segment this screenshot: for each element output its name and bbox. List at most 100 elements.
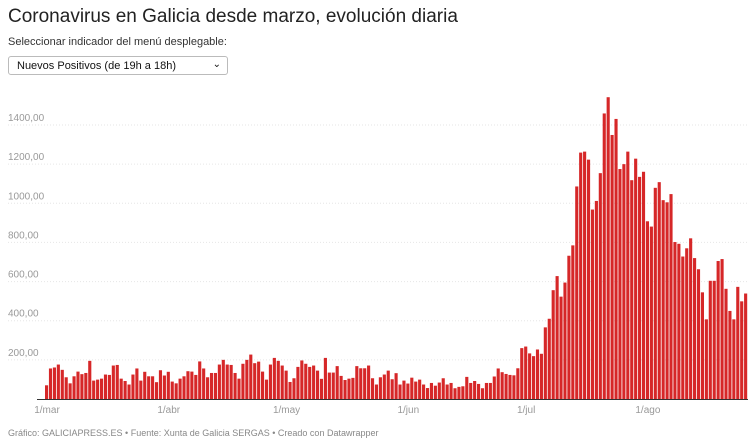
bar <box>99 378 104 399</box>
bar <box>292 378 296 399</box>
bar <box>339 375 343 399</box>
chart-footer: Gráfico: GALICIAPRESS.ES • Fuente: Xunta… <box>8 428 379 438</box>
bar <box>154 382 159 399</box>
bar <box>614 118 618 399</box>
bar <box>524 346 528 399</box>
bar <box>143 371 147 399</box>
bar <box>689 238 693 399</box>
chevron-down-icon: ⌄ <box>212 59 221 70</box>
bar <box>535 349 540 399</box>
bar <box>492 376 496 399</box>
bar <box>119 378 123 399</box>
bar <box>370 378 375 399</box>
bar <box>390 379 394 399</box>
bar <box>728 310 732 399</box>
bar <box>638 176 642 399</box>
bar <box>162 375 166 399</box>
bar <box>610 134 614 399</box>
bar <box>178 378 182 399</box>
bar <box>312 365 316 399</box>
bar <box>367 365 371 399</box>
bar <box>418 379 422 399</box>
bar <box>551 290 555 399</box>
bar <box>559 296 563 399</box>
bar <box>449 382 453 399</box>
bar <box>696 269 701 399</box>
x-tick-label: 1/may <box>273 405 300 416</box>
bar <box>68 383 72 399</box>
bar <box>484 382 488 399</box>
chart-title: Coronavirus en Galicia desde marzo, evol… <box>8 6 458 27</box>
bar <box>657 182 661 399</box>
bar <box>351 377 355 399</box>
bar <box>398 384 402 399</box>
bar <box>343 380 347 399</box>
y-tick-label: 200,00 <box>8 348 39 359</box>
bar <box>473 380 477 399</box>
bar <box>441 378 445 399</box>
bar <box>496 368 500 399</box>
bar <box>594 200 598 399</box>
bar <box>606 97 610 400</box>
bar <box>406 383 410 399</box>
bar <box>681 256 685 399</box>
bar <box>700 292 704 399</box>
x-tick-label: 1/ago <box>635 405 660 416</box>
bar <box>744 293 748 399</box>
bar <box>103 374 108 399</box>
bar <box>115 364 119 399</box>
bar <box>174 383 178 399</box>
bar <box>186 371 190 399</box>
bar <box>170 381 174 399</box>
bar <box>131 374 135 399</box>
bar <box>280 365 284 399</box>
bar <box>641 171 646 399</box>
bar <box>139 380 143 399</box>
bar <box>363 368 367 399</box>
bar <box>209 372 214 399</box>
x-tick-label: 1/mar <box>34 405 60 416</box>
bar <box>410 377 414 399</box>
y-tick-label: 400,00 <box>8 309 39 320</box>
bar <box>673 242 677 399</box>
bar <box>276 360 280 399</box>
bar <box>147 376 151 399</box>
bar <box>190 371 194 399</box>
bar <box>693 258 697 399</box>
y-tick-label: 1000,00 <box>8 191 45 202</box>
bar <box>378 377 382 399</box>
bar <box>488 382 492 399</box>
bar <box>241 363 245 399</box>
bar <box>284 370 288 399</box>
bar <box>217 364 221 399</box>
y-tick-label: 1400,00 <box>8 113 45 124</box>
bar <box>716 261 720 399</box>
bar <box>539 353 543 399</box>
bar <box>221 359 225 399</box>
bar <box>92 380 96 399</box>
bar <box>422 384 426 399</box>
bar <box>127 384 131 399</box>
bar <box>704 319 708 399</box>
bar <box>425 388 430 399</box>
bar <box>300 360 304 399</box>
bar <box>158 370 163 399</box>
bar <box>245 359 249 399</box>
bar <box>202 368 206 399</box>
bar <box>84 372 88 399</box>
bar <box>567 255 571 399</box>
chart-subtitle: Seleccionar indicador del menú desplegab… <box>8 36 227 48</box>
bar <box>461 386 465 399</box>
bar <box>323 357 327 399</box>
bar <box>88 360 92 399</box>
indicator-select[interactable]: Nuevos Positivos (de 19h a 18h) ⌄ <box>8 56 228 75</box>
bar <box>327 372 331 399</box>
x-tick-label: 1/jul <box>517 405 535 416</box>
bar <box>598 173 602 399</box>
bar <box>107 374 111 399</box>
bar <box>433 385 437 399</box>
bar <box>52 367 56 399</box>
bar <box>56 364 60 399</box>
bar <box>520 348 524 399</box>
